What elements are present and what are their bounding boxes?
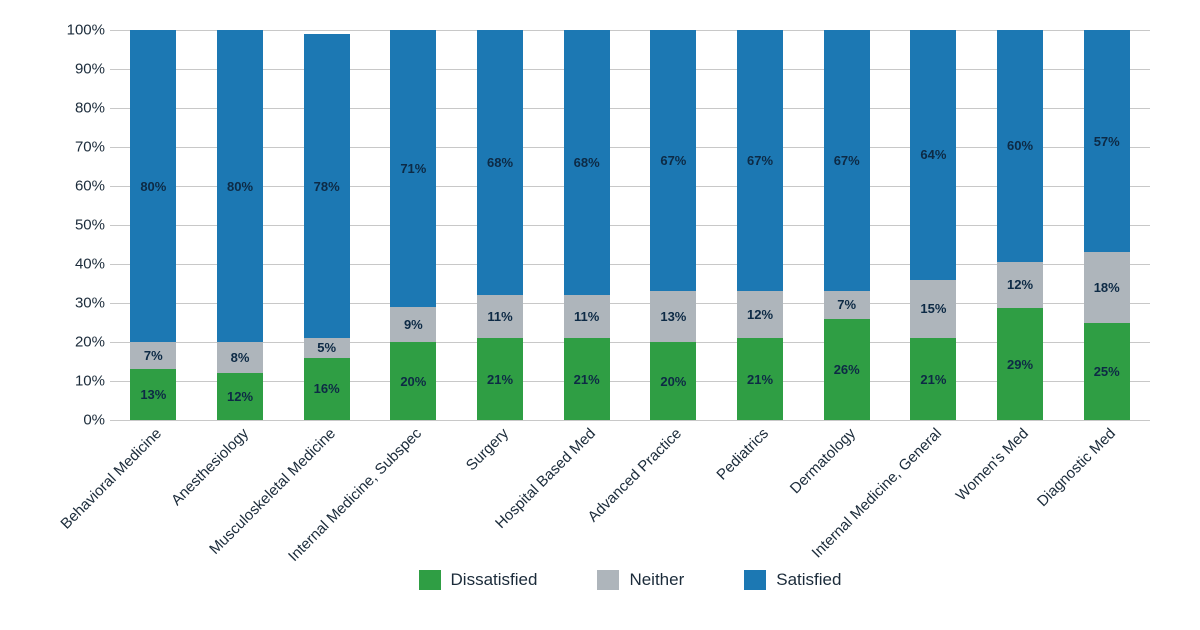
bar-segment-satisfied: 80% [130,30,176,342]
bar-slot: 57%18%25% [1063,30,1150,420]
y-tick-label: 90% [50,61,105,78]
y-tick-label: 20% [50,334,105,351]
bars-container: 80%7%13%80%8%12%78%5%16%71%9%20%68%11%21… [110,30,1150,420]
bar-segment-neither: 8% [217,342,263,373]
bar-segment-neither: 7% [130,342,176,369]
legend-label-neither: Neither [629,570,684,590]
bar-segment-neither: 9% [390,307,436,342]
bar: 80%8%12% [217,30,263,420]
bar-slot: 67%12%21% [717,30,804,420]
y-tick-label: 70% [50,139,105,156]
y-tick-label: 40% [50,256,105,273]
bar-segment-satisfied: 64% [910,30,956,280]
legend: Dissatisfied Neither Satisfied [110,570,1150,590]
bar-segment-neither: 15% [910,280,956,339]
bar-segment-satisfied: 67% [824,30,870,291]
bar-segment-satisfied: 68% [477,30,523,295]
bar-segment-dissatisfied: 26% [824,319,870,420]
bar-slot: 68%11%21% [543,30,630,420]
bar-segment-satisfied: 80% [217,30,263,342]
bar-slot: 80%8%12% [197,30,284,420]
bar: 60%12%29% [997,30,1043,420]
bar-segment-dissatisfied: 20% [650,342,696,420]
bar-slot: 67%7%26% [803,30,890,420]
x-label-slot: Diagnostic Med [1063,425,1150,575]
x-label-slot: Internal Medicine, Subspec [370,425,457,575]
bar: 67%7%26% [824,30,870,420]
x-label-slot: Pediatrics [717,425,804,575]
x-tick-label: Surgery [463,425,512,474]
x-tick-label: Pediatrics [713,425,772,484]
bar-slot: 78%5%16% [283,30,370,420]
bar-segment-neither: 13% [650,291,696,342]
legend-label-dissatisfied: Dissatisfied [451,570,538,590]
y-tick-label: 80% [50,100,105,117]
bar-slot: 68%11%21% [457,30,544,420]
x-label-slot: Advanced Practice [630,425,717,575]
x-tick-label: Behavioral Medicine [58,425,166,533]
bar: 78%5%16% [304,30,350,420]
y-tick-label: 60% [50,178,105,195]
bar: 64%15%21% [910,30,956,420]
legend-label-satisfied: Satisfied [776,570,841,590]
y-tick-label: 0% [50,412,105,429]
bar-segment-satisfied: 68% [564,30,610,295]
y-tick-label: 10% [50,373,105,390]
bar-segment-neither: 12% [997,262,1043,308]
bar: 68%11%21% [564,30,610,420]
bar-segment-neither: 11% [564,295,610,338]
bar-segment-neither: 7% [824,291,870,318]
bar-slot: 64%15%21% [890,30,977,420]
bar-segment-satisfied: 67% [650,30,696,291]
bar-segment-neither: 18% [1084,252,1130,322]
y-tick-label: 30% [50,295,105,312]
bar: 71%9%20% [390,30,436,420]
bar-segment-satisfied: 67% [737,30,783,291]
bar-slot: 71%9%20% [370,30,457,420]
legend-item-satisfied: Satisfied [744,570,841,590]
bar-segment-satisfied: 78% [304,34,350,338]
satisfaction-stacked-bar-chart: 0%10%20%30%40%50%60%70%80%90%100% 80%7%1… [50,30,1150,600]
bar-segment-dissatisfied: 13% [130,369,176,420]
bar: 68%11%21% [477,30,523,420]
legend-item-dissatisfied: Dissatisfied [419,570,538,590]
bar-slot: 60%12%29% [977,30,1064,420]
bar-slot: 80%7%13% [110,30,197,420]
bar: 67%13%20% [650,30,696,420]
bar-segment-neither: 11% [477,295,523,338]
bar: 57%18%25% [1084,30,1130,420]
y-tick-label: 100% [50,22,105,39]
bar-slot: 67%13%20% [630,30,717,420]
bar-segment-dissatisfied: 12% [217,373,263,420]
bar-segment-dissatisfied: 21% [564,338,610,420]
plot-area: 80%7%13%80%8%12%78%5%16%71%9%20%68%11%21… [110,30,1150,420]
bar-segment-neither: 12% [737,291,783,338]
bar-segment-dissatisfied: 21% [910,338,956,420]
bar-segment-dissatisfied: 21% [737,338,783,420]
legend-swatch-satisfied [744,570,766,590]
legend-swatch-dissatisfied [419,570,441,590]
bar-segment-dissatisfied: 25% [1084,323,1130,421]
bar-segment-satisfied: 60% [997,30,1043,262]
y-tick-label: 50% [50,217,105,234]
bar-segment-dissatisfied: 29% [997,308,1043,420]
x-axis-labels: Behavioral MedicineAnesthesiologyMusculo… [110,425,1150,575]
bar-segment-neither: 5% [304,338,350,358]
bar-segment-dissatisfied: 16% [304,358,350,420]
bar-segment-dissatisfied: 21% [477,338,523,420]
bar-segment-satisfied: 71% [390,30,436,307]
bar: 80%7%13% [130,30,176,420]
bar-segment-satisfied: 57% [1084,30,1130,252]
gridline [110,420,1150,421]
bar: 67%12%21% [737,30,783,420]
legend-item-neither: Neither [597,570,684,590]
legend-swatch-neither [597,570,619,590]
bar-segment-dissatisfied: 20% [390,342,436,420]
